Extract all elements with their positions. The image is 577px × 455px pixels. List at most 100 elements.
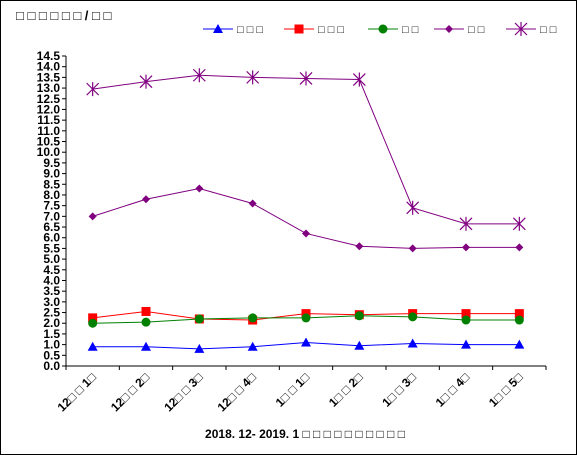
- series-1-point: [407, 338, 418, 348]
- legend-label-1: □ □ □: [237, 24, 263, 36]
- y-tick-label: 14.5: [37, 49, 61, 63]
- series-1-point: [301, 337, 311, 347]
- x-tick-label: 1□ □ 5□: [486, 370, 525, 409]
- y-tick-label: 1.0: [43, 338, 60, 352]
- y-tick-label: 8.0: [43, 188, 60, 202]
- legend-marker-1: [213, 24, 223, 33]
- y-tick-label: 10.0: [37, 145, 61, 159]
- y-tick-label: 7.0: [43, 209, 60, 223]
- series-5-point: [406, 200, 420, 215]
- series-4-point: [355, 242, 364, 251]
- legend-marker-2: [294, 24, 304, 34]
- y-tick-label: 13.5: [37, 70, 61, 84]
- y-tick-label: 2.5: [43, 306, 60, 320]
- series-4-point: [462, 243, 470, 252]
- y-tick-label: 12.0: [37, 102, 61, 116]
- y-tick-label: 2.0: [43, 316, 60, 330]
- series-5-point: [139, 74, 153, 89]
- x-tick-label: 12□ □ 3□: [161, 370, 205, 414]
- series-line-5: [92, 74, 520, 225]
- series-3-point: [514, 315, 524, 325]
- series-2-point: [88, 313, 98, 323]
- series-4-point: [408, 244, 417, 253]
- y-tick-label: 3.0: [43, 295, 60, 309]
- y-tick-label: 0.0: [43, 359, 60, 373]
- y-tick-label: 11.0: [37, 124, 60, 138]
- y-tick-label: 11.5: [37, 113, 60, 127]
- y-tick-label: 9.5: [43, 156, 60, 170]
- y-tick-label: 6.5: [43, 220, 60, 234]
- series-markers: [86, 68, 526, 353]
- series-1-point: [514, 339, 525, 349]
- series-3-point: [408, 312, 418, 322]
- series-4-point: [142, 195, 150, 204]
- series-3-point: [88, 318, 98, 328]
- y-tick-label: 8.5: [43, 177, 60, 191]
- legend: □ □ □ □ □ □ □ □ □ □ □ □: [203, 22, 557, 36]
- x-tick-label: 12□ □ 2□: [108, 370, 152, 414]
- legend-marker-3: [378, 24, 388, 34]
- x-tick-label: 1□ □ 3□: [379, 370, 418, 409]
- series-5-point: [192, 68, 206, 83]
- series-5-point: [86, 82, 100, 97]
- series-4-point: [515, 243, 524, 252]
- x-tick-label: 1□ □ 2□: [326, 370, 365, 409]
- series-1-point: [194, 343, 205, 353]
- series-2-point: [514, 309, 524, 319]
- legend-label-3: □ □: [402, 24, 419, 36]
- series-1-point: [87, 341, 98, 351]
- y-tick-label: 12.5: [37, 92, 61, 106]
- y-tick-label: 3.5: [43, 284, 60, 298]
- y-tick-label: 13.0: [37, 81, 61, 95]
- series-1-point: [141, 341, 151, 351]
- y-tick-label: 7.5: [43, 199, 60, 213]
- series-3-point: [141, 317, 151, 327]
- series-4-point: [195, 184, 204, 193]
- series-5-point: [299, 71, 313, 86]
- y-tick-label: 4.5: [43, 263, 60, 277]
- y-tick-label: 5.5: [43, 241, 60, 255]
- series-5-point: [246, 70, 260, 85]
- series-4-point: [88, 212, 97, 221]
- y-tick-label: 10.5: [37, 135, 61, 149]
- x-axis-title: 2018. 12- 2019. 1 □ □ □ □ □ □ □ □ □ □: [205, 427, 405, 441]
- series-1-point: [461, 339, 471, 349]
- y-tick-label: 4.0: [43, 273, 60, 287]
- series-5-point: [352, 72, 366, 87]
- series-line-4: [92, 188, 520, 249]
- axes: [62, 55, 547, 370]
- series-3-point: [354, 311, 364, 321]
- x-tick-label: 12□ □ 4□: [215, 370, 259, 414]
- series-5-point: [512, 216, 526, 231]
- x-axis-tick-labels: 12□ □ 1□ 12□ □ 2□ 12□ □ 3□ 12□ □ 4□ 1□ □ 1□ 1…: [55, 370, 526, 414]
- x-tick-label: 12□ □ 1□: [55, 370, 99, 414]
- y-tick-label: 1.5: [43, 327, 60, 341]
- series-4-point: [302, 229, 310, 238]
- legend-label-4: □ □: [468, 24, 485, 36]
- x-tick-label: 1□ □ 1□: [273, 370, 312, 409]
- series-1-point: [247, 341, 258, 351]
- series-2-point: [461, 309, 471, 319]
- y-axis-tick-labels: 0.00.51.01.52.02.53.03.54.04.55.05.56.06…: [37, 49, 61, 373]
- series-4-point: [248, 199, 257, 208]
- series-2-point: [141, 306, 151, 316]
- y-tick-label: 0.5: [43, 348, 60, 362]
- series-3-point: [461, 315, 471, 325]
- legend-label-2: □ □ □: [318, 24, 344, 36]
- series-lines: [92, 74, 520, 350]
- y-tick-label: 6.0: [43, 231, 60, 245]
- legend-label-5: □ □: [540, 24, 557, 36]
- chart-title: □ □ □ □ □ □ / □ □: [16, 8, 111, 23]
- y-tick-label: 5.0: [43, 252, 60, 266]
- series-3-point: [301, 313, 311, 323]
- y-tick-label: 14.0: [37, 60, 61, 74]
- series-3-point: [194, 314, 204, 324]
- legend-marker-4: [445, 25, 453, 33]
- series-1-point: [354, 340, 365, 350]
- x-tick-label: 1□ □ 4□: [433, 370, 472, 409]
- series-5-point: [459, 216, 473, 231]
- series-3-point: [248, 313, 258, 323]
- y-tick-label: 9.0: [43, 167, 60, 181]
